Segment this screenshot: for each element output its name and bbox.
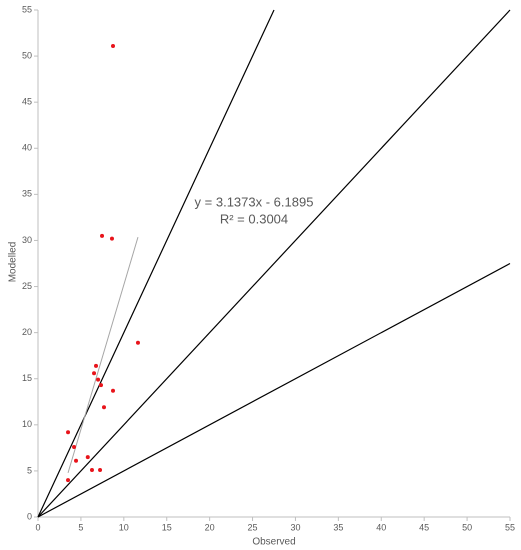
data-point bbox=[66, 430, 71, 435]
data-point bbox=[135, 340, 140, 345]
y-axis-label: Modelled bbox=[8, 242, 19, 283]
x-tick-label: 30 bbox=[290, 522, 300, 532]
x-tick-label: 55 bbox=[505, 522, 515, 532]
y-tick-label: 40 bbox=[22, 143, 32, 153]
data-point bbox=[92, 371, 97, 376]
x-tick-label: 45 bbox=[419, 522, 429, 532]
reference-line bbox=[37, 262, 511, 518]
y-tick-label: 15 bbox=[22, 373, 32, 383]
data-point bbox=[98, 383, 103, 388]
data-point bbox=[89, 467, 94, 472]
x-tick-label: 15 bbox=[162, 522, 172, 532]
data-point bbox=[111, 388, 116, 393]
x-axis-label: Observed bbox=[252, 537, 295, 548]
y-tick-label: 10 bbox=[22, 419, 32, 429]
data-point bbox=[66, 478, 71, 483]
trendline bbox=[67, 236, 139, 473]
x-tick-label: 50 bbox=[462, 522, 472, 532]
data-point bbox=[72, 444, 77, 449]
data-point bbox=[74, 458, 79, 463]
x-tick-label: 25 bbox=[248, 522, 258, 532]
y-tick-label: 5 bbox=[27, 465, 32, 475]
data-point bbox=[111, 43, 116, 48]
reference-line bbox=[37, 9, 275, 518]
x-tick-label: 5 bbox=[78, 522, 83, 532]
x-tick-label: 0 bbox=[35, 522, 40, 532]
data-point bbox=[94, 363, 99, 368]
y-tick-label: 25 bbox=[22, 281, 32, 291]
y-tick-label: 45 bbox=[22, 97, 32, 107]
trend-r-squared: R² = 0.3004 bbox=[220, 211, 288, 226]
x-tick-label: 40 bbox=[376, 522, 386, 532]
data-point bbox=[100, 233, 105, 238]
y-tick-label: 30 bbox=[22, 235, 32, 245]
data-point bbox=[85, 455, 90, 460]
data-point bbox=[109, 236, 114, 241]
data-point bbox=[101, 405, 106, 410]
x-tick-label: 10 bbox=[119, 522, 129, 532]
y-tick-label: 20 bbox=[22, 327, 32, 337]
y-tick-label: 50 bbox=[22, 50, 32, 60]
y-tick-label: 35 bbox=[22, 189, 32, 199]
data-point bbox=[96, 377, 101, 382]
data-point bbox=[98, 467, 103, 472]
y-tick-label: 0 bbox=[27, 511, 32, 521]
x-tick-label: 20 bbox=[205, 522, 215, 532]
x-tick-label: 35 bbox=[333, 522, 343, 532]
trend-equation: y = 3.1373x - 6.1895 bbox=[195, 194, 314, 209]
y-tick-label: 55 bbox=[22, 4, 32, 14]
reference-line bbox=[37, 9, 511, 518]
